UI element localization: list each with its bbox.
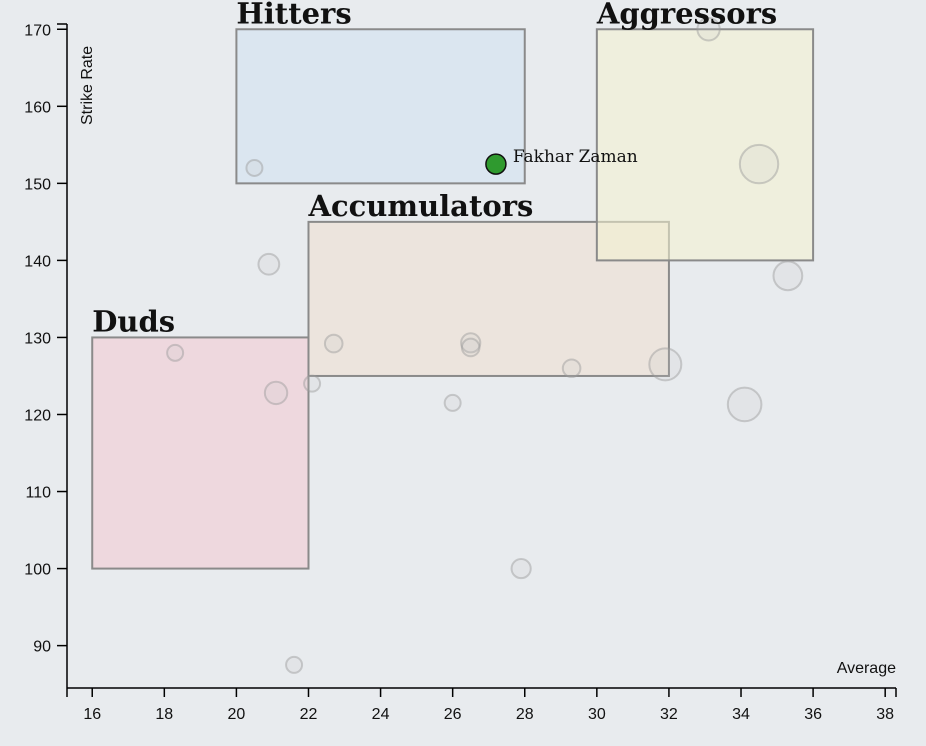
x-axis-title: Average xyxy=(837,660,896,677)
x-tick-label: 32 xyxy=(660,706,678,723)
x-tick-label: 16 xyxy=(83,706,101,723)
axes-layer: 90 100 110 120 130 140 150 160 170 16 18 20 22 24 26 2… xyxy=(24,22,897,723)
y-tick-label: 100 xyxy=(24,562,51,579)
x-tick-label: 24 xyxy=(372,706,390,723)
x-tick-label: 18 xyxy=(155,706,173,723)
zone-hitters xyxy=(235,28,526,185)
scatter-point xyxy=(696,17,721,42)
scatter-point xyxy=(245,158,264,177)
scatter-point xyxy=(257,252,281,276)
scatter-point xyxy=(460,332,482,354)
highlight-point[interactable] xyxy=(485,153,507,175)
scatter-point xyxy=(648,347,683,382)
scatter-point xyxy=(561,358,582,379)
scatter-point xyxy=(460,337,481,358)
zones-layer xyxy=(91,28,815,570)
zone-label-accumulators: Accumulators xyxy=(307,189,533,223)
x-tick-label: 26 xyxy=(444,706,462,723)
x-tick-label: 36 xyxy=(804,706,822,723)
scatter-point xyxy=(285,655,304,674)
x-axis-ticks: 16 18 20 22 24 26 28 30 32 34 36 38 xyxy=(66,688,897,723)
y-axis-title: Strike Rate xyxy=(79,46,96,125)
zone-label-aggressors: Aggressors xyxy=(596,0,777,30)
zone-label-hitters: Hitters xyxy=(236,0,351,30)
zone-duds xyxy=(91,336,310,570)
x-tick-label: 30 xyxy=(588,706,606,723)
x-tick-label: 28 xyxy=(516,706,534,723)
scatter-point xyxy=(323,333,344,354)
y-tick-label: 150 xyxy=(24,176,51,193)
x-tick-label: 22 xyxy=(300,706,318,723)
scatter-point xyxy=(772,260,804,292)
bubbles-layer xyxy=(166,17,804,674)
scatter-point xyxy=(726,386,763,423)
zone-label-duds: Duds xyxy=(92,304,175,338)
scatter-point xyxy=(510,557,532,580)
x-tick-label: 34 xyxy=(732,706,750,723)
y-tick-label: 130 xyxy=(24,330,51,347)
y-tick-label: 160 xyxy=(24,99,51,116)
scatter-point xyxy=(303,374,322,393)
scatter-point xyxy=(443,393,462,412)
y-tick-label: 110 xyxy=(25,485,51,502)
scatter-point xyxy=(166,343,185,362)
y-tick-label: 170 xyxy=(24,22,51,39)
y-tick-label: 90 xyxy=(33,639,51,656)
y-tick-label: 140 xyxy=(24,253,51,270)
y-tick-label: 120 xyxy=(24,407,51,424)
zone-aggressors xyxy=(595,28,815,262)
highlight-layer: Fakhar Zaman xyxy=(485,147,638,175)
x-tick-label: 20 xyxy=(228,706,246,723)
scatter-point xyxy=(738,143,780,185)
x-tick-label: 38 xyxy=(876,706,894,723)
highlight-point-label: Fakhar Zaman xyxy=(513,147,638,167)
scatter-point xyxy=(263,380,289,406)
y-axis-ticks: 90 100 110 120 130 140 150 160 170 xyxy=(24,22,67,656)
